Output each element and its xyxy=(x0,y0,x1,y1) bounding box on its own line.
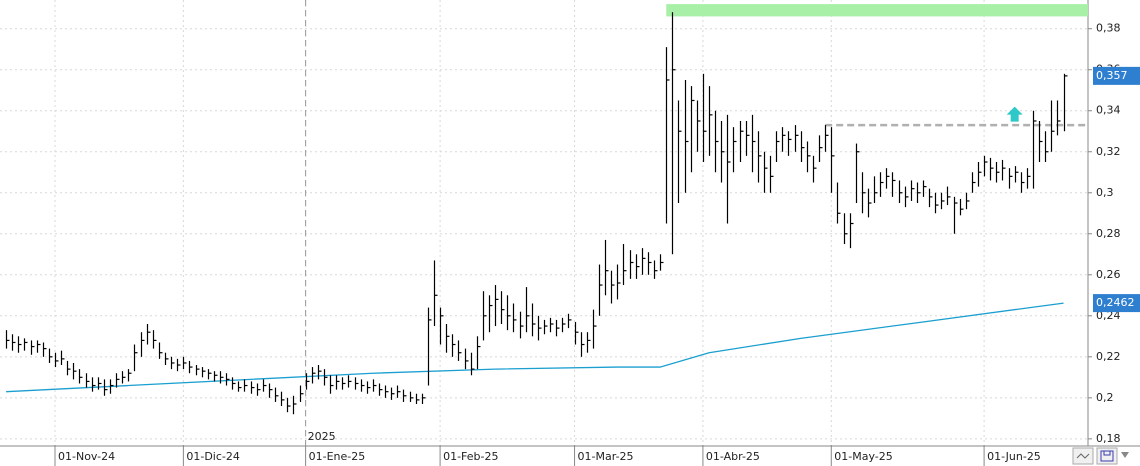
y-tick-label: 0,22 xyxy=(1096,350,1121,363)
y-tick-label: 0,26 xyxy=(1096,268,1121,281)
save-icon xyxy=(1100,450,1114,462)
menu-icon[interactable] xyxy=(1121,452,1129,458)
signal-arrow xyxy=(1006,106,1023,122)
y-tick-label: 0,18 xyxy=(1096,432,1121,445)
x-tick-label: 01-Mar-25 xyxy=(578,450,634,463)
y-tick-label: 0,38 xyxy=(1096,22,1121,35)
y-tick-label: 0,3 xyxy=(1096,186,1114,199)
x-tick-label: 01-Feb-25 xyxy=(443,450,498,463)
x-tick-label: 01-Ene-25 xyxy=(309,450,366,463)
y-tick-label: 0,34 xyxy=(1096,104,1121,117)
x-tick-label: 01-Dic-24 xyxy=(186,450,240,463)
save-button[interactable] xyxy=(1096,447,1118,465)
y-tick-label: 0,28 xyxy=(1096,227,1121,240)
year-label: 2025 xyxy=(308,430,336,443)
y-tick-label: 0,32 xyxy=(1096,145,1121,158)
price-label-box xyxy=(1093,294,1140,313)
moving-average-line xyxy=(6,302,1064,393)
price-label-box xyxy=(1093,66,1140,85)
price-label: 0,2462 xyxy=(1096,296,1135,309)
x-tick-label: 01-Abr-25 xyxy=(706,450,760,463)
price-label: 0,357 xyxy=(1096,69,1128,82)
x-tick-label: 01-May-25 xyxy=(834,450,892,463)
x-tick-label: 01-Nov-24 xyxy=(58,450,115,463)
resistance-band xyxy=(666,4,1088,17)
x-tick-label: 01-Jun-25 xyxy=(987,450,1041,463)
y-tick-label: 0,2 xyxy=(1096,391,1114,404)
zoom-icon xyxy=(1076,453,1090,459)
